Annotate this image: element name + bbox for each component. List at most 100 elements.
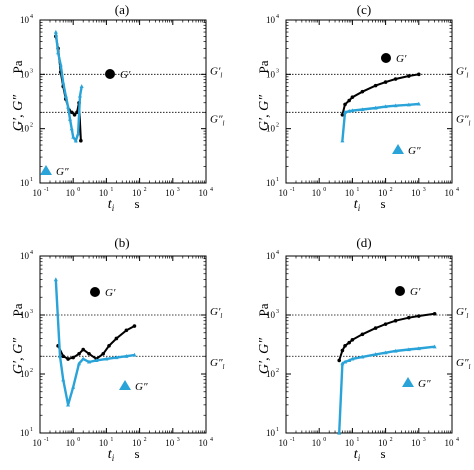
x-tick-label: 10 <box>132 188 142 198</box>
legend-label: G″ <box>56 166 69 178</box>
x-tick-label: 10 <box>345 188 355 198</box>
data-point-g-double-prime <box>340 138 345 143</box>
y-axis-unit: Pa <box>10 303 25 316</box>
x-tick-exponent: 1 <box>356 437 359 443</box>
data-point-g-prime <box>114 336 119 341</box>
x-tick-label: 10 <box>279 438 289 448</box>
panel-b: (b)10 -1 10 0 10 1 10 2 10 3 10 410 110 210 310 4ti sG′,… <box>10 235 225 463</box>
y-tick-exponent: 1 <box>276 177 279 183</box>
reference-line-label-sub: l <box>469 363 471 371</box>
data-point-g-double-prime <box>416 101 421 106</box>
plot-frame <box>285 19 453 184</box>
x-tick-label: 10 <box>312 188 322 198</box>
data-point-g-double-prime <box>61 80 66 85</box>
x-tick-exponent: -1 <box>44 187 49 193</box>
data-point-g-double-prime <box>347 358 352 363</box>
data-point-g-double-prime <box>71 384 76 389</box>
y-axis-label-group: G′, G″ Pa <box>10 303 26 374</box>
data-point-g-double-prime <box>53 277 58 282</box>
data-point-g-prime <box>393 77 398 81</box>
data-point-g-double-prime <box>383 104 388 109</box>
data-point-g-prime <box>66 357 70 361</box>
legend-label: G′ <box>396 53 407 65</box>
plot-frame <box>39 19 207 184</box>
data-point-g-prime <box>71 355 75 360</box>
reference-line-label: G″l <box>210 113 225 127</box>
legend-marker-g-double-prime <box>40 165 52 175</box>
reference-line-label-sub: l <box>220 312 222 320</box>
data-point-g-double-prime <box>77 361 82 366</box>
panel-d: (d)10 -1 10 0 10 1 10 2 10 3 10 410 110 210 310 4ti sG′,… <box>256 235 471 463</box>
y-tick-exponent: 3 <box>30 309 33 315</box>
x-tick-exponent: 4 <box>456 187 459 193</box>
x-tick-exponent: 1 <box>110 437 113 443</box>
data-point-g-double-prime <box>350 108 355 113</box>
x-tick-exponent: 4 <box>456 437 459 443</box>
data-point-g-prime <box>81 347 85 352</box>
x-tick-label: 10 <box>132 438 142 448</box>
data-point-g-double-prime <box>124 354 129 358</box>
x-tick-exponent: 0 <box>77 187 80 193</box>
data-point-g-double-prime <box>393 348 398 353</box>
x-tick-exponent: 4 <box>210 187 213 193</box>
data-point-g-prime <box>75 110 79 115</box>
data-point-g-prime <box>350 95 355 99</box>
y-tick-label: 10 <box>266 251 276 261</box>
panel-title: (b) <box>114 235 129 250</box>
x-tick-label: 10 <box>33 188 43 198</box>
data-point-g-double-prime <box>432 344 437 349</box>
x-axis-label: ti <box>108 197 115 213</box>
data-point-g-prime <box>124 328 129 333</box>
reference-line-label-sub: l <box>466 312 468 320</box>
data-point-g-double-prime <box>63 93 68 98</box>
data-point-g-double-prime <box>56 50 61 55</box>
legend-label: G′ <box>120 69 131 81</box>
x-tick-label: 10 <box>33 438 43 448</box>
data-point-g-double-prime <box>132 352 137 357</box>
y-tick-label: 10 <box>20 310 30 320</box>
y-axis-unit: Pa <box>256 303 271 316</box>
reference-line-label-sub: l <box>223 363 225 371</box>
data-point-g-prime <box>360 332 365 337</box>
data-point-g-prime <box>393 318 398 323</box>
y-axis-label-group: G′, G″ Pa <box>10 60 26 131</box>
series-line-g-double-prime <box>341 102 419 141</box>
y-axis-label: G′, G″ <box>11 338 26 374</box>
x-tick-label: 10 <box>312 438 322 448</box>
x-tick-label: 10 <box>99 188 109 198</box>
data-point-g-double-prime <box>53 29 58 34</box>
y-tick-exponent: 4 <box>30 250 33 256</box>
y-tick-label: 10 <box>20 428 30 438</box>
data-point-g-double-prime <box>383 350 388 355</box>
data-point-g-double-prime <box>114 355 119 360</box>
x-axis-label-sub: i <box>358 453 361 463</box>
plot-frame <box>285 255 453 434</box>
y-axis-label: G′, G″ <box>11 95 26 131</box>
x-tick-exponent: -1 <box>290 187 295 193</box>
x-tick-label: 10 <box>165 188 175 198</box>
y-tick-label: 10 <box>20 369 30 379</box>
x-tick-label: 10 <box>199 438 209 448</box>
legend-marker-g-double-prime <box>119 380 131 390</box>
data-point-g-double-prime <box>360 107 365 112</box>
data-point-g-prime <box>417 72 421 77</box>
x-axis-label: ti <box>354 197 361 213</box>
x-axis-label-sub: i <box>112 203 115 213</box>
x-tick-exponent: 3 <box>177 187 180 193</box>
y-tick-exponent: 3 <box>30 68 33 74</box>
y-tick-label: 10 <box>266 178 276 188</box>
data-point-g-double-prime <box>373 105 378 110</box>
data-point-g-prime <box>132 324 137 328</box>
x-axis-label: ti <box>108 447 115 463</box>
legend-marker-g-double-prime <box>392 144 404 154</box>
data-point-g-prime <box>432 311 437 316</box>
data-point-g-prime <box>107 344 111 348</box>
legend-marker-g-double-prime <box>402 377 414 387</box>
data-point-g-double-prime <box>77 93 82 98</box>
x-tick-exponent: -1 <box>290 437 295 443</box>
y-tick-exponent: 3 <box>276 68 279 74</box>
x-tick-label: 10 <box>66 438 76 448</box>
data-point-g-prime <box>417 314 421 318</box>
y-tick-label: 10 <box>266 428 276 438</box>
reference-line-label: G′l <box>210 306 222 320</box>
